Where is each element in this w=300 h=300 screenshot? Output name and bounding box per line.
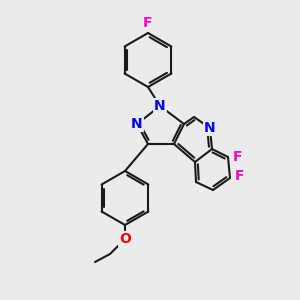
- Text: F: F: [143, 16, 153, 30]
- Text: O: O: [119, 232, 131, 246]
- Text: F: F: [233, 150, 243, 164]
- Text: N: N: [204, 121, 216, 135]
- Text: F: F: [235, 169, 245, 183]
- Text: N: N: [154, 99, 166, 113]
- Text: N: N: [131, 117, 143, 131]
